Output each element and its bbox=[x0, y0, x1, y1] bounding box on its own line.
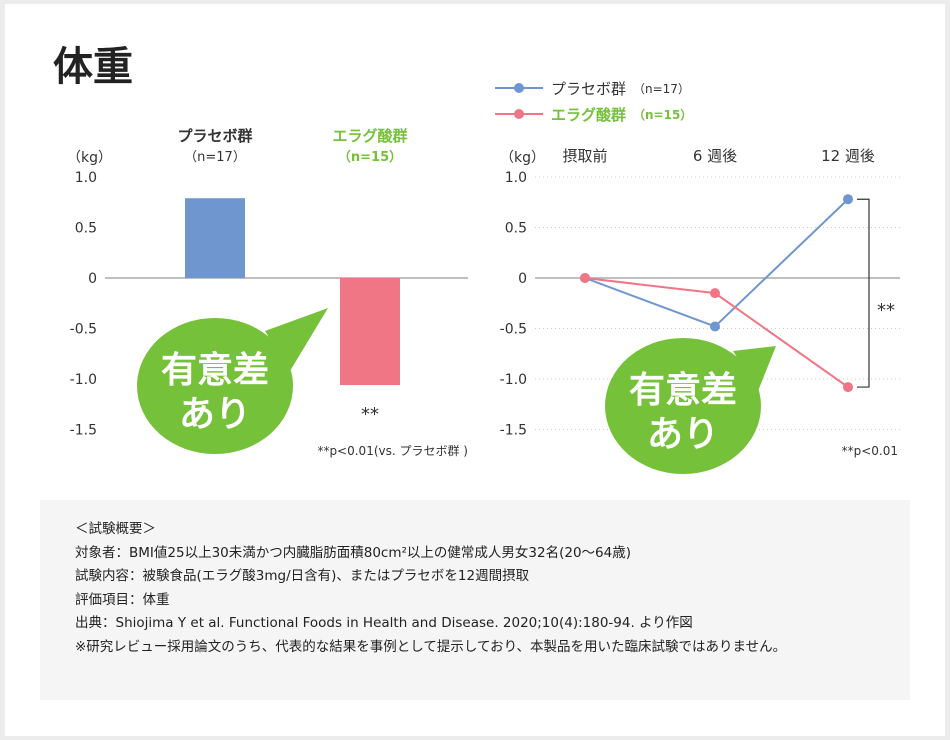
summary-line: ※研究レビュー採用論文のうち、代表的な結果を事例として提示しており、本製品を用い… bbox=[75, 638, 787, 655]
bar-placebo bbox=[185, 198, 245, 278]
data-point bbox=[580, 273, 590, 283]
summary-heading: ＜試験概要＞ bbox=[75, 521, 156, 537]
left-callout-text: あり bbox=[179, 394, 251, 435]
left-callout-bubble bbox=[137, 318, 293, 454]
significance-bracket bbox=[857, 198, 870, 388]
category-n: （n=15） bbox=[338, 149, 402, 165]
y-tick-label: -0.5 bbox=[500, 322, 527, 338]
data-point bbox=[843, 194, 853, 205]
significance-mark: ** bbox=[361, 404, 379, 425]
y-tick-label: 0 bbox=[518, 271, 527, 287]
legend-n: （n=15） bbox=[633, 107, 692, 122]
right-callout-text: あり bbox=[647, 414, 719, 455]
left-callout-text: 有意差 bbox=[161, 350, 269, 391]
summary-line: 試験内容：被験食品(エラグ酸3mg/日含有)、またはプラセボを12週間摂取 bbox=[75, 568, 530, 584]
data-point bbox=[710, 288, 720, 299]
y-tick-label: -0.5 bbox=[70, 322, 97, 338]
legend-label: エラグ酸群 bbox=[551, 106, 626, 124]
legend-label: プラセボ群 bbox=[551, 80, 626, 98]
footnote: **p<0.01 bbox=[842, 444, 898, 458]
legend-n: （n=17） bbox=[633, 82, 690, 96]
y-tick-label: 1.0 bbox=[75, 170, 97, 186]
footnote: **p<0.01(vs. プラセボ群 ) bbox=[317, 444, 468, 458]
y-tick-label: 1.0 bbox=[505, 170, 527, 186]
category-label: プラセボ群 bbox=[177, 127, 252, 145]
page-title: 体重 bbox=[53, 44, 133, 90]
series-line-placebo bbox=[584, 198, 849, 328]
y-tick-label: -1.5 bbox=[70, 423, 97, 439]
x-tick-label: 12 週後 bbox=[821, 147, 875, 165]
y-tick-label: -1.0 bbox=[70, 372, 97, 388]
y-tick-label: -1.0 bbox=[500, 372, 527, 388]
summary-line: 対象者：BMI値25以上30未満かつ内臓脂肪面積80cm²以上の健常成人男女32… bbox=[75, 544, 631, 561]
category-n: （n=17） bbox=[184, 150, 246, 165]
summary-line: 出典：Shiojima Y et al. Functional Foods in… bbox=[75, 615, 693, 631]
right-callout-bubble bbox=[605, 338, 761, 474]
y-tick-label: 0.5 bbox=[505, 221, 527, 237]
y-tick-label: -1.5 bbox=[500, 423, 527, 439]
bar-ellagic bbox=[340, 278, 400, 386]
y-axis-label: （kg） bbox=[67, 150, 112, 166]
significance-mark: ** bbox=[877, 300, 895, 321]
page: 体重 （kg） 1.0 0.5 0 -0.5 -1.0 -1.5 プラセボ群 （n=17） エラグ… bbox=[5, 4, 945, 736]
study-summary: ＜試験概要＞ 対象者：BMI値25以上30未満かつ内臓脂肪面積80cm²以上の健… bbox=[40, 500, 910, 700]
category-label: エラグ酸群 bbox=[332, 127, 407, 145]
right-callout-text: 有意差 bbox=[629, 370, 737, 411]
legend-marker bbox=[514, 83, 524, 93]
y-axis-label: （kg） bbox=[500, 150, 545, 166]
y-tick-label: 0.5 bbox=[75, 221, 97, 237]
data-point bbox=[710, 321, 720, 332]
x-tick-label: 摂取前 bbox=[562, 147, 607, 165]
legend-marker bbox=[514, 109, 524, 119]
summary-line: 評価項目：体重 bbox=[75, 591, 170, 608]
data-point bbox=[843, 382, 853, 393]
x-tick-label: 6 週後 bbox=[693, 147, 737, 165]
right-callout-pointer bbox=[733, 346, 776, 391]
charts: （kg） 1.0 0.5 0 -0.5 -1.0 -1.5 プラセボ群 （n=17） エラグ酸群 （… bbox=[67, 80, 900, 474]
y-tick-label: 0 bbox=[88, 271, 97, 287]
